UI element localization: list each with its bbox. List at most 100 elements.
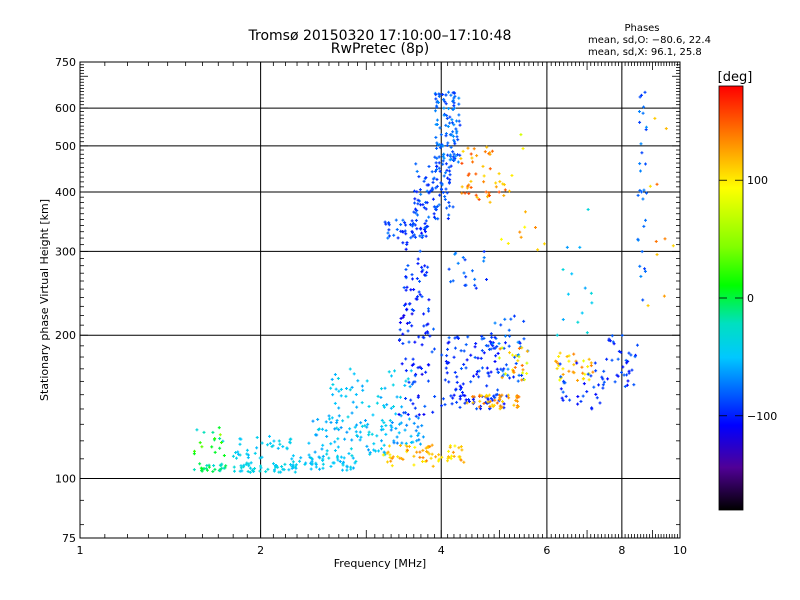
echo-point [582, 359, 586, 363]
echo-point [290, 457, 294, 461]
echo-point [472, 147, 476, 151]
echo-point [276, 465, 280, 469]
echo-point [255, 446, 259, 450]
echo-point [315, 433, 319, 437]
echo-point [625, 373, 629, 377]
echo-point [491, 342, 495, 346]
echo-point [455, 135, 459, 139]
echo-point [213, 450, 217, 454]
echo-point [199, 466, 203, 470]
echo-point [337, 414, 341, 418]
echo-point [448, 121, 452, 125]
echo-point [457, 96, 461, 100]
echo-point [523, 225, 527, 229]
echo-point [437, 203, 441, 207]
echo-point [205, 468, 209, 472]
echo-point [387, 444, 391, 448]
echo-point [383, 386, 387, 390]
echo-point [517, 395, 521, 399]
echo-point [353, 425, 357, 429]
echo-point [411, 380, 415, 384]
echo-point [458, 405, 462, 409]
echo-point [385, 451, 389, 455]
echo-point [321, 454, 325, 458]
echo-point [394, 426, 398, 430]
echo-point [264, 470, 268, 474]
echo-point [595, 396, 599, 400]
echo-point [593, 361, 597, 365]
echo-point [630, 368, 634, 372]
echo-point [276, 446, 280, 450]
echo-point [382, 404, 386, 408]
echo-point [382, 405, 386, 409]
echo-point [560, 396, 564, 400]
echo-point [375, 401, 379, 405]
echo-point [626, 359, 630, 363]
echo-point [437, 453, 441, 457]
echo-point [373, 449, 377, 453]
echo-point [559, 375, 563, 379]
echo-point [327, 417, 331, 421]
echo-point [247, 462, 251, 466]
echo-point [399, 421, 403, 425]
echo-point [469, 380, 473, 384]
echo-point [438, 169, 442, 173]
colorbar-ticks: 100 0 −100 [719, 174, 777, 423]
echo-point [519, 235, 523, 239]
echo-point [278, 442, 282, 446]
echo-point [412, 421, 416, 425]
echo-point [363, 418, 367, 422]
echo-point [414, 414, 418, 418]
echo-point [416, 434, 420, 438]
echo-point [403, 229, 407, 233]
echo-point [434, 207, 438, 211]
echo-point [335, 421, 339, 425]
echo-point [273, 468, 276, 472]
echo-point [500, 376, 504, 380]
echo-point [633, 355, 637, 359]
echo-point [453, 142, 457, 146]
echo-point [457, 446, 461, 450]
echo-point [482, 259, 486, 263]
echo-point [428, 334, 432, 338]
echo-point [238, 442, 242, 446]
echo-point [594, 392, 598, 396]
echo-point [413, 340, 417, 344]
echo-point [410, 219, 414, 223]
echo-point [485, 366, 489, 370]
echo-point [512, 314, 516, 318]
echo-point [640, 250, 644, 254]
echo-point [644, 162, 648, 166]
echo-point [440, 455, 444, 459]
echo-point [425, 270, 429, 274]
echo-point [642, 188, 646, 192]
echo-point [480, 349, 484, 353]
echo-point [416, 366, 420, 370]
echo-point [639, 142, 643, 146]
colorbar-tick-label: 100 [747, 174, 768, 187]
echo-point [237, 452, 241, 456]
echo-point [403, 383, 407, 387]
echo-point [421, 435, 425, 439]
echo-point [591, 370, 595, 374]
echo-point [572, 352, 576, 356]
echo-point [464, 343, 468, 347]
echo-point [447, 336, 451, 340]
echo-point [432, 347, 436, 351]
echo-point [200, 469, 204, 473]
echo-point [671, 244, 675, 248]
echo-point [447, 361, 451, 365]
echo-point [475, 407, 479, 411]
echo-point [466, 146, 470, 150]
echo-point [382, 443, 386, 447]
echo-point [335, 426, 339, 430]
echo-point [567, 359, 571, 363]
echo-point [495, 344, 499, 348]
echo-point [395, 435, 399, 439]
echo-point [438, 193, 442, 197]
echo-point [490, 149, 494, 153]
echo-point [271, 462, 275, 466]
echo-point [585, 331, 589, 335]
echo-point [451, 155, 455, 159]
echo-point [488, 200, 492, 204]
